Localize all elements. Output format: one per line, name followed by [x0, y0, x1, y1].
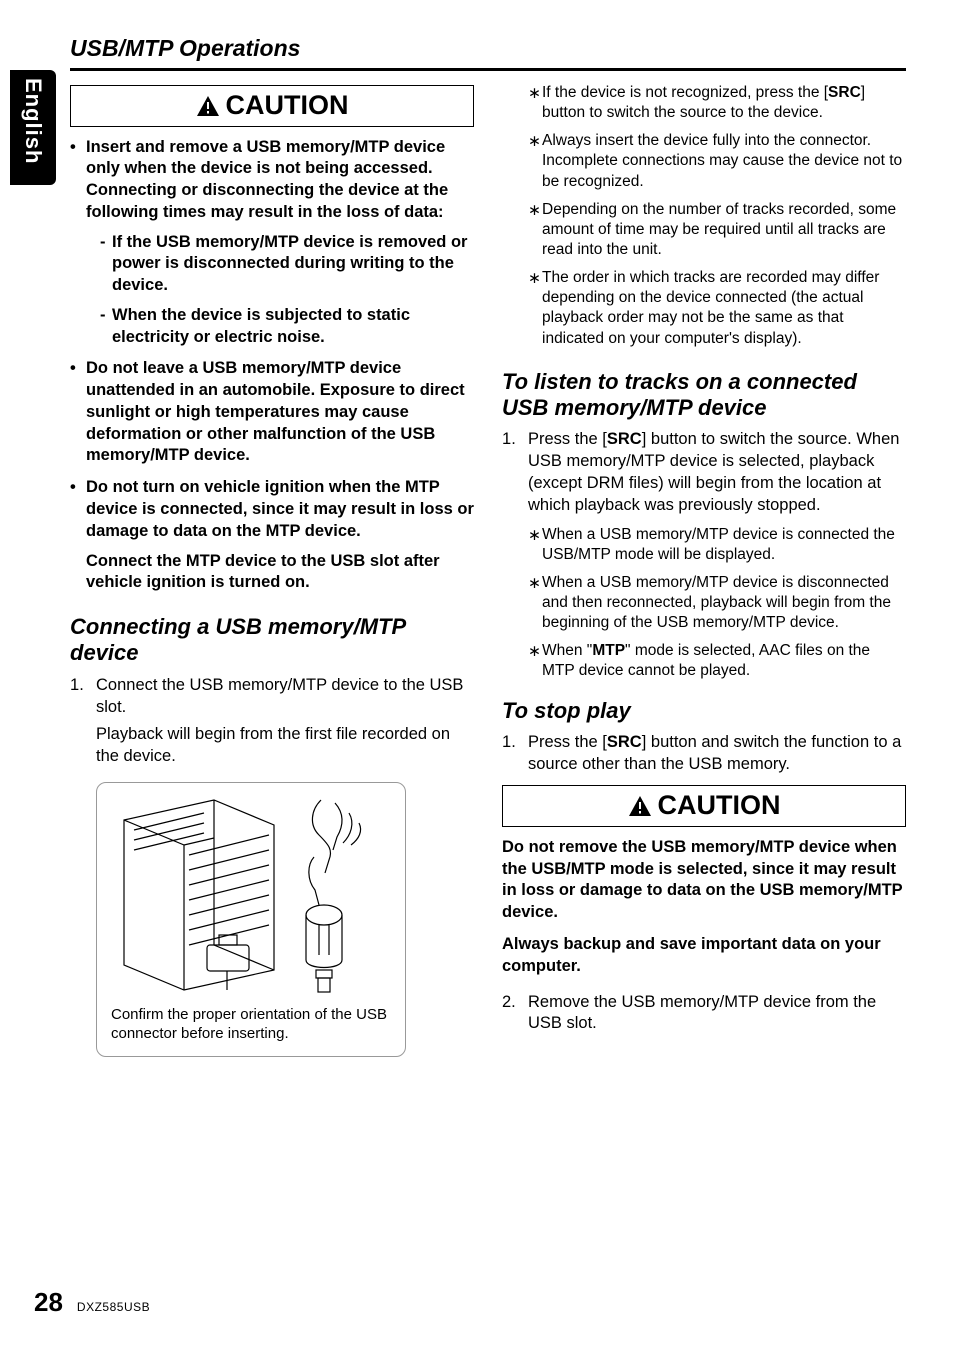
- step-item: Connect the USB memory/MTP device to the…: [70, 675, 474, 768]
- note-item: When a USB memory/MTP device is connecte…: [528, 525, 906, 565]
- caution-para: Always backup and save important data on…: [502, 934, 906, 978]
- note-item: If the device is not recognized, press t…: [528, 83, 906, 123]
- usb-illustration: [111, 795, 391, 995]
- title-rule: [70, 68, 906, 71]
- left-column: CAUTION Insert and remove a USB memory/M…: [70, 83, 474, 1057]
- warning-icon: [628, 795, 652, 817]
- section-title: USB/MTP Operations: [70, 35, 906, 68]
- caution-item: Do not turn on vehicle ignition when the…: [70, 477, 474, 594]
- note-item: When "MTP" mode is selected, AAC files o…: [528, 641, 906, 681]
- caution-list-1: Insert and remove a USB memory/MTP devic…: [70, 137, 474, 595]
- caution-subitem: When the device is subjected to static e…: [100, 305, 474, 349]
- caution-item: Do not leave a USB memory/MTP device una…: [70, 358, 474, 467]
- caution-para: Do not remove the USB memory/MTP device …: [502, 837, 906, 924]
- figure-caption: Confirm the proper orientation of the US…: [111, 1005, 391, 1044]
- step-sub: Playback will begin from the first file …: [96, 724, 474, 768]
- note-item: Depending on the number of tracks record…: [528, 200, 906, 260]
- caution-subitem: If the USB memory/MTP device is removed …: [100, 232, 474, 297]
- heading-connecting: Connecting a USB memory/MTP device: [70, 614, 474, 667]
- caution-item: Insert and remove a USB memory/MTP devic…: [70, 137, 474, 349]
- caution-text: Do not turn on vehicle ignition when the…: [86, 478, 474, 540]
- note-item: The order in which tracks are recorded m…: [528, 268, 906, 349]
- note-item: When a USB memory/MTP device is disconne…: [528, 573, 906, 633]
- language-label: English: [20, 78, 46, 164]
- step-item: Press the [SRC] button and switch the fu…: [502, 732, 906, 776]
- page-number: 28: [34, 1287, 63, 1318]
- page-footer: 28 DXZ585USB: [34, 1287, 150, 1318]
- language-tab: English: [10, 70, 56, 185]
- caution-label: CAUTION: [226, 90, 349, 121]
- caution-box-1: CAUTION: [70, 85, 474, 127]
- step-item: Remove the USB memory/MTP device from th…: [502, 992, 906, 1036]
- model-number: DXZ585USB: [77, 1300, 150, 1314]
- caution-box-2: CAUTION: [502, 785, 906, 827]
- heading-stop: To stop play: [502, 698, 906, 724]
- caution-text: Insert and remove a USB memory/MTP devic…: [86, 138, 448, 221]
- caution-label: CAUTION: [658, 790, 781, 821]
- caution-extra: Connect the MTP device to the USB slot a…: [86, 551, 474, 595]
- step-text: Connect the USB memory/MTP device to the…: [96, 676, 463, 716]
- right-column: If the device is not recognized, press t…: [502, 83, 906, 1057]
- heading-listen: To listen to tracks on a connected USB m…: [502, 369, 906, 422]
- step-item: Press the [SRC] button to switch the sou…: [502, 429, 906, 681]
- warning-icon: [196, 95, 220, 117]
- usb-figure: Confirm the proper orientation of the US…: [96, 782, 406, 1057]
- note-item: Always insert the device fully into the …: [528, 131, 906, 191]
